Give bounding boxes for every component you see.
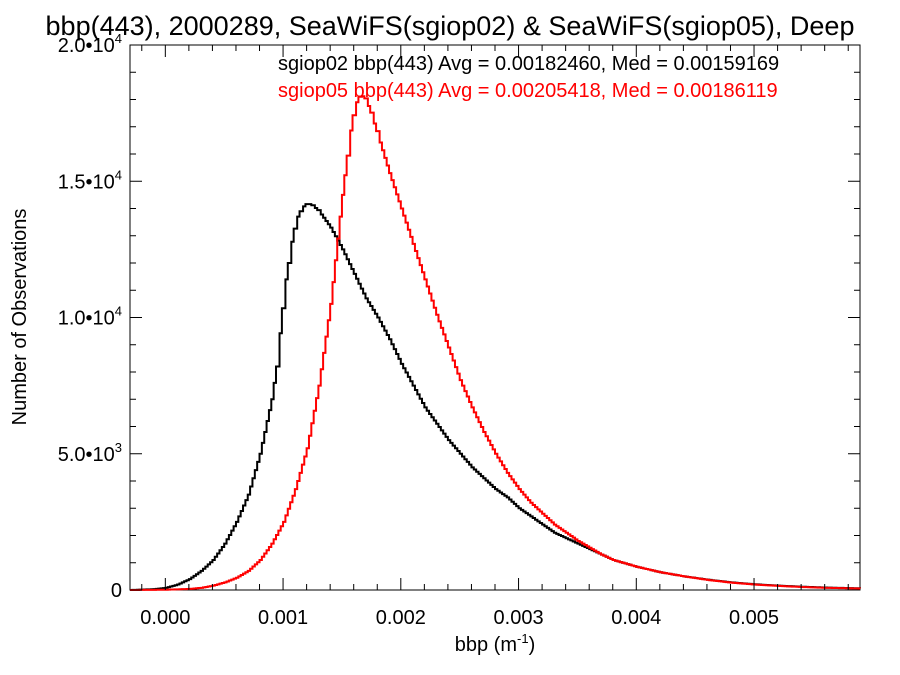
y-tick-label-3: 1.5•104	[58, 167, 122, 193]
series-line-1	[130, 95, 861, 591]
y-tick-label-1: 5.0•103	[58, 440, 122, 466]
y-tick-label-0: 0	[111, 580, 122, 602]
legend-stats-sgiop02: sgiop02 bbp(443) Avg = 0.00182460, Med =…	[278, 53, 779, 75]
x-axis-label-text: bbp (m	[455, 634, 517, 656]
series-line-0	[130, 203, 861, 591]
x-tick-label-3: 0.003	[494, 607, 544, 629]
y-tick-label-4: 2.0•104	[58, 31, 122, 57]
x-tick-label-5: 0.005	[729, 607, 779, 629]
x-axis: 0.000 0.001 0.002 0.003 0.004 0.005	[140, 45, 849, 629]
plot-frame	[129, 44, 861, 591]
series-layer	[130, 95, 861, 591]
x-tick-label-1: 0.001	[258, 607, 308, 629]
x-axis-label-close: )	[529, 634, 536, 656]
x-tick-label-2: 0.002	[376, 607, 426, 629]
x-tick-label-0: 0.000	[140, 607, 190, 629]
y-axis-label: Number of Observations	[9, 209, 31, 426]
y-tick-label-2: 1.0•104	[58, 304, 122, 330]
x-axis-label: bbp (m-1)	[455, 631, 535, 656]
x-tick-label-4: 0.004	[611, 607, 661, 629]
legend-stats-sgiop05: sgiop05 bbp(443) Avg = 0.00205418, Med =…	[278, 80, 778, 102]
x-axis-label-superscript: -1	[517, 631, 529, 646]
y-axis: 0 5.0•103 1.0•104 1.5•104 2.0•104	[58, 31, 860, 602]
chart-title: bbp(443), 2000289, SeaWiFS(sgiop02) & Se…	[46, 11, 855, 41]
